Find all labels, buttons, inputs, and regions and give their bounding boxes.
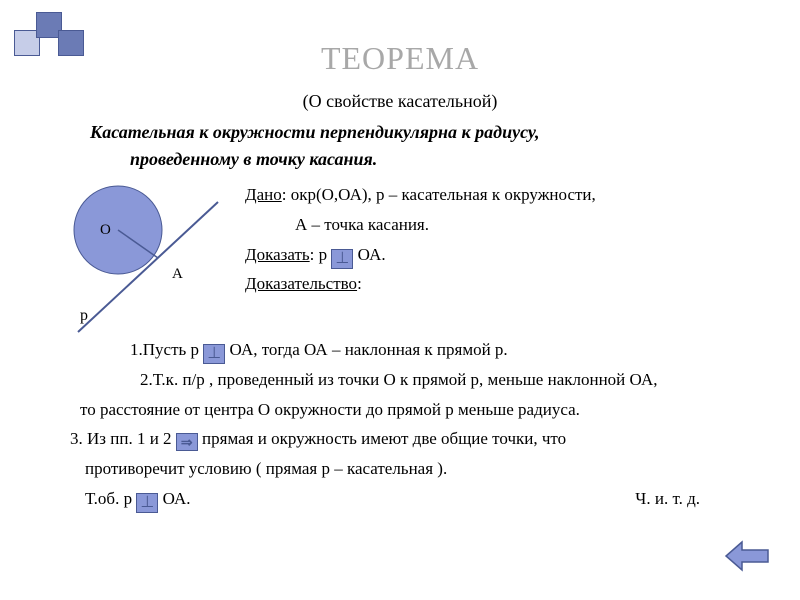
slide-content: ТЕОРЕМА (О свойстве касательной) Касател… [0, 0, 800, 514]
proof-line-2: 2.Т.к. п/р , проведенный из точки О к пр… [140, 365, 770, 395]
proof-label-line: Доказательство: [245, 269, 770, 299]
theorem-statement-line1: Касательная к окружности перпендикулярна… [90, 122, 770, 143]
given-line: Дано: окр(О,ОА), р – касательная к окруж… [245, 180, 770, 210]
proof-line-3: то расстояние от центра О окружности до … [80, 395, 770, 425]
perpendicular-icon: ⊥ [136, 493, 158, 513]
back-arrow-icon[interactable] [724, 538, 772, 574]
theorem-statement-line2: проведенному в точку касания. [130, 149, 770, 170]
prove-label: Доказать [245, 245, 310, 264]
implies-icon: ⇒ [176, 433, 198, 451]
prove-line: Доказать: р ⊥ ОА. [245, 240, 770, 270]
label-p: р [80, 307, 88, 324]
proof-line-5: противоречит условию ( прямая р – касате… [85, 454, 770, 484]
label-A: А [172, 266, 183, 282]
tangent-diagram: О А р [50, 180, 230, 340]
body-row: О А р Дано: окр(О,ОА), р – касательная к… [30, 180, 770, 335]
qed: Ч. и. т. д. [635, 484, 700, 514]
page-title: ТЕОРЕМА [30, 40, 770, 77]
perpendicular-icon: ⊥ [203, 344, 225, 364]
given-line2: А – точка касания. [295, 210, 770, 240]
proof-body: 1.Пусть р ⊥ ОА, тогда ОА – наклонная к п… [30, 335, 770, 514]
perpendicular-icon: ⊥ [331, 249, 353, 269]
subtitle: (О свойстве касательной) [30, 91, 770, 112]
proof-line-6: Т.об. р ⊥ ОА. Ч. и. т. д. [85, 484, 770, 514]
proof-line-4: 3. Из пп. 1 и 2 ⇒ прямая и окружность им… [70, 424, 770, 454]
proof-label: Доказательство [245, 274, 357, 293]
deco-square [58, 30, 84, 56]
given-label: Дано [245, 185, 282, 204]
given-block: Дано: окр(О,ОА), р – касательная к окруж… [245, 180, 770, 299]
label-O: О [100, 222, 111, 238]
